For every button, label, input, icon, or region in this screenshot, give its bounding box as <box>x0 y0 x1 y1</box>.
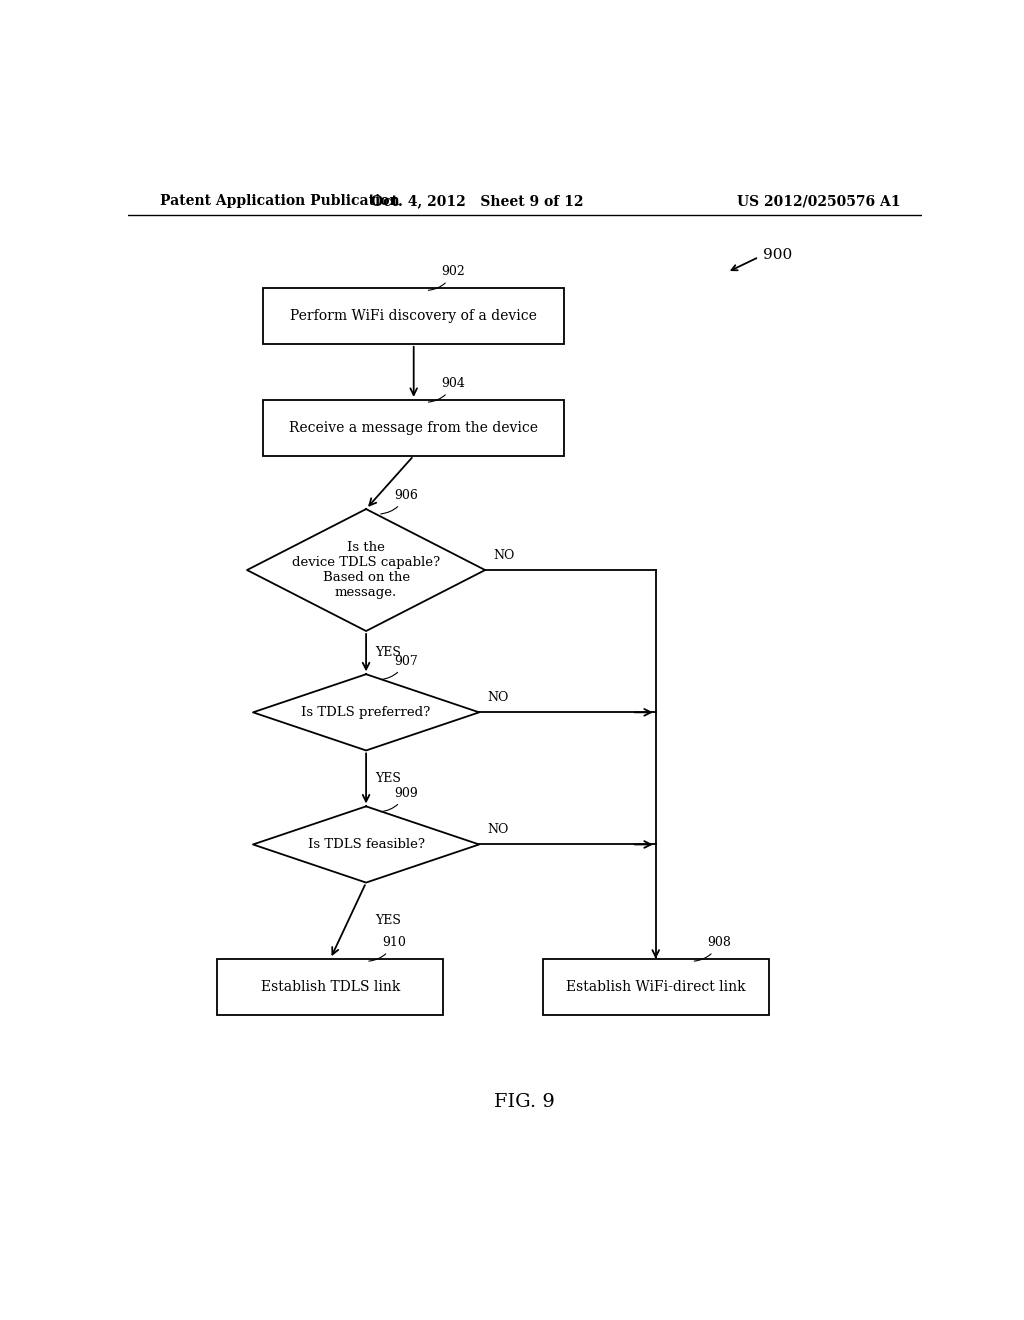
Text: Establish WiFi-direct link: Establish WiFi-direct link <box>566 979 745 994</box>
Text: YES: YES <box>376 915 401 927</box>
Text: Perform WiFi discovery of a device: Perform WiFi discovery of a device <box>290 309 538 323</box>
Text: US 2012/0250576 A1: US 2012/0250576 A1 <box>736 194 900 209</box>
Text: Is TDLS feasible?: Is TDLS feasible? <box>307 838 425 851</box>
Text: 909: 909 <box>381 787 418 812</box>
Text: 902: 902 <box>428 265 465 290</box>
Text: 900: 900 <box>763 248 793 261</box>
Text: 910: 910 <box>369 936 406 961</box>
FancyBboxPatch shape <box>263 288 564 345</box>
Text: NO: NO <box>487 692 509 704</box>
Text: Is TDLS preferred?: Is TDLS preferred? <box>301 706 431 719</box>
FancyBboxPatch shape <box>543 958 769 1015</box>
Text: 907: 907 <box>381 655 418 680</box>
Text: NO: NO <box>487 824 509 837</box>
Text: YES: YES <box>376 772 401 785</box>
Text: 908: 908 <box>694 936 731 961</box>
Text: FIG. 9: FIG. 9 <box>495 1093 555 1110</box>
Text: NO: NO <box>494 549 514 562</box>
FancyBboxPatch shape <box>217 958 443 1015</box>
Text: 906: 906 <box>381 488 418 513</box>
Text: Is the
device TDLS capable?
Based on the
message.: Is the device TDLS capable? Based on the… <box>292 541 440 599</box>
Text: Establish TDLS link: Establish TDLS link <box>261 979 400 994</box>
Text: 904: 904 <box>428 378 465 403</box>
Text: Oct. 4, 2012   Sheet 9 of 12: Oct. 4, 2012 Sheet 9 of 12 <box>371 194 584 209</box>
Text: Receive a message from the device: Receive a message from the device <box>289 421 539 434</box>
Text: YES: YES <box>376 645 401 659</box>
FancyBboxPatch shape <box>263 400 564 455</box>
Text: Patent Application Publication: Patent Application Publication <box>160 194 399 209</box>
